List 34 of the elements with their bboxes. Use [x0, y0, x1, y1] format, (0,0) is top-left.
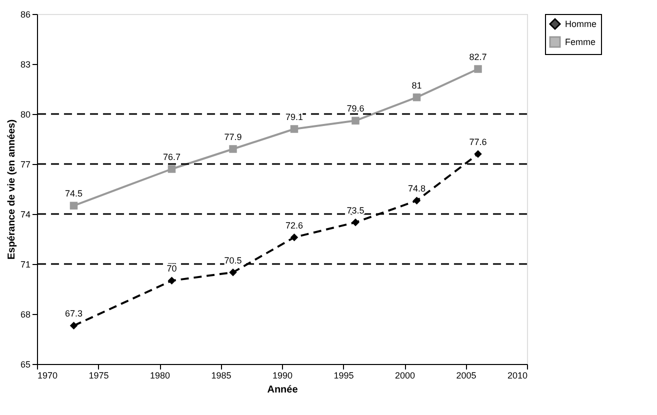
data-label: 77.6 — [469, 137, 487, 147]
y-tick-label: 80 — [20, 110, 30, 120]
x-tick-label: 1975 — [88, 370, 109, 380]
data-label: 79.6 — [346, 104, 364, 114]
legend-label: Femme — [565, 37, 596, 47]
x-tick-label: 2000 — [394, 370, 416, 380]
data-label: 72.6 — [285, 220, 304, 230]
x-tick-label: 1995 — [334, 370, 354, 380]
x-axis-title: Année — [267, 384, 298, 396]
data-label: 74.8 — [408, 184, 426, 194]
data-label: 74.5 — [64, 188, 83, 199]
x-tick-label: 1980 — [150, 370, 170, 380]
data-label: 82.7 — [469, 52, 487, 62]
data-label: 67.3 — [64, 308, 83, 319]
data-label: 77.9 — [224, 132, 242, 142]
data-label: 73.5 — [346, 205, 364, 216]
x-tick-label: 2010 — [507, 370, 528, 380]
y-tick-label: 83 — [20, 60, 30, 70]
y-tick-label: 71 — [20, 260, 30, 270]
x-tick-label: 1985 — [211, 370, 232, 380]
data-label: 70 — [166, 264, 177, 274]
y-tick-label: 68 — [20, 310, 30, 320]
x-tick-label: 1970 — [38, 370, 58, 380]
y-tick-label: 65 — [20, 360, 30, 370]
y-tick-label: 77 — [20, 160, 30, 170]
y-tick-label: 74 — [20, 210, 30, 220]
y-axis-title: Espérance de vie (en années) — [6, 119, 18, 260]
data-label: 76.7 — [162, 152, 181, 162]
x-tick-label: 1990 — [272, 370, 293, 380]
data-label: 81 — [412, 80, 422, 90]
x-tick-label: 2005 — [456, 370, 476, 380]
data-label: 70.5 — [224, 255, 242, 266]
y-tick-label: 86 — [20, 10, 30, 20]
legend-label: Homme — [565, 19, 597, 29]
